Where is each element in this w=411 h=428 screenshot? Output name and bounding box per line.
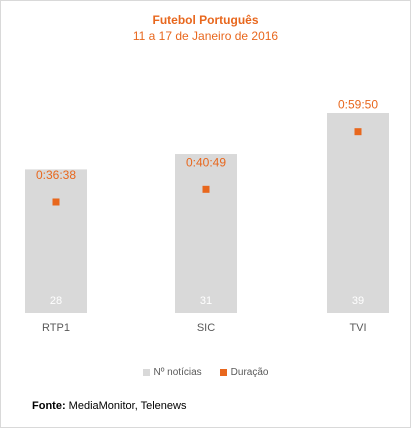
legend-item-duracao: Duração <box>219 367 269 378</box>
x-tick-label-sic: SIC <box>197 322 215 334</box>
chart-subtitle: 11 a 17 de Janeiro de 2016 <box>132 29 279 43</box>
legend-swatch-duracao <box>219 369 227 376</box>
bar-value-label-sic: 31 <box>200 295 212 307</box>
legend-label-duracao: Duração <box>230 367 269 378</box>
x-tick-label-rtp1: RTP1 <box>42 322 70 334</box>
source-text: MediaMonitor, Telenews <box>68 400 187 412</box>
duration-label-rtp1: 0:36:38 <box>36 168 76 182</box>
duration-label-sic: 0:40:49 <box>186 155 226 169</box>
bar-sic <box>175 154 237 313</box>
legend-item-noticias: Nº notícias <box>142 367 202 378</box>
legend-label-noticias: Nº notícias <box>153 367 202 378</box>
duration-marker-rtp1 <box>52 198 60 206</box>
bar-value-label-rtp1: 28 <box>50 295 62 307</box>
bar-tvi <box>327 113 389 313</box>
bar-rtp1 <box>25 169 87 313</box>
x-tick-label-tvi: TVI <box>349 322 366 334</box>
chart-title: Futebol Português <box>152 13 259 27</box>
duration-marker-sic <box>202 185 210 193</box>
chart-legend: Nº notícias Duração <box>0 367 411 378</box>
source-label: Fonte: <box>32 400 66 412</box>
duration-label-tvi: 0:59:50 <box>338 98 378 112</box>
duration-marker-tvi <box>354 128 362 136</box>
legend-swatch-noticias <box>142 369 150 376</box>
chart-source: Fonte: MediaMonitor, Telenews <box>32 400 186 412</box>
bar-value-label-tvi: 39 <box>352 295 364 307</box>
